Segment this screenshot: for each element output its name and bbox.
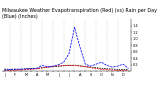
Text: Milwaukee Weather Evapotranspiration (Red) (vs) Rain per Day (Blue) (Inches): Milwaukee Weather Evapotranspiration (Re… bbox=[2, 8, 157, 19]
